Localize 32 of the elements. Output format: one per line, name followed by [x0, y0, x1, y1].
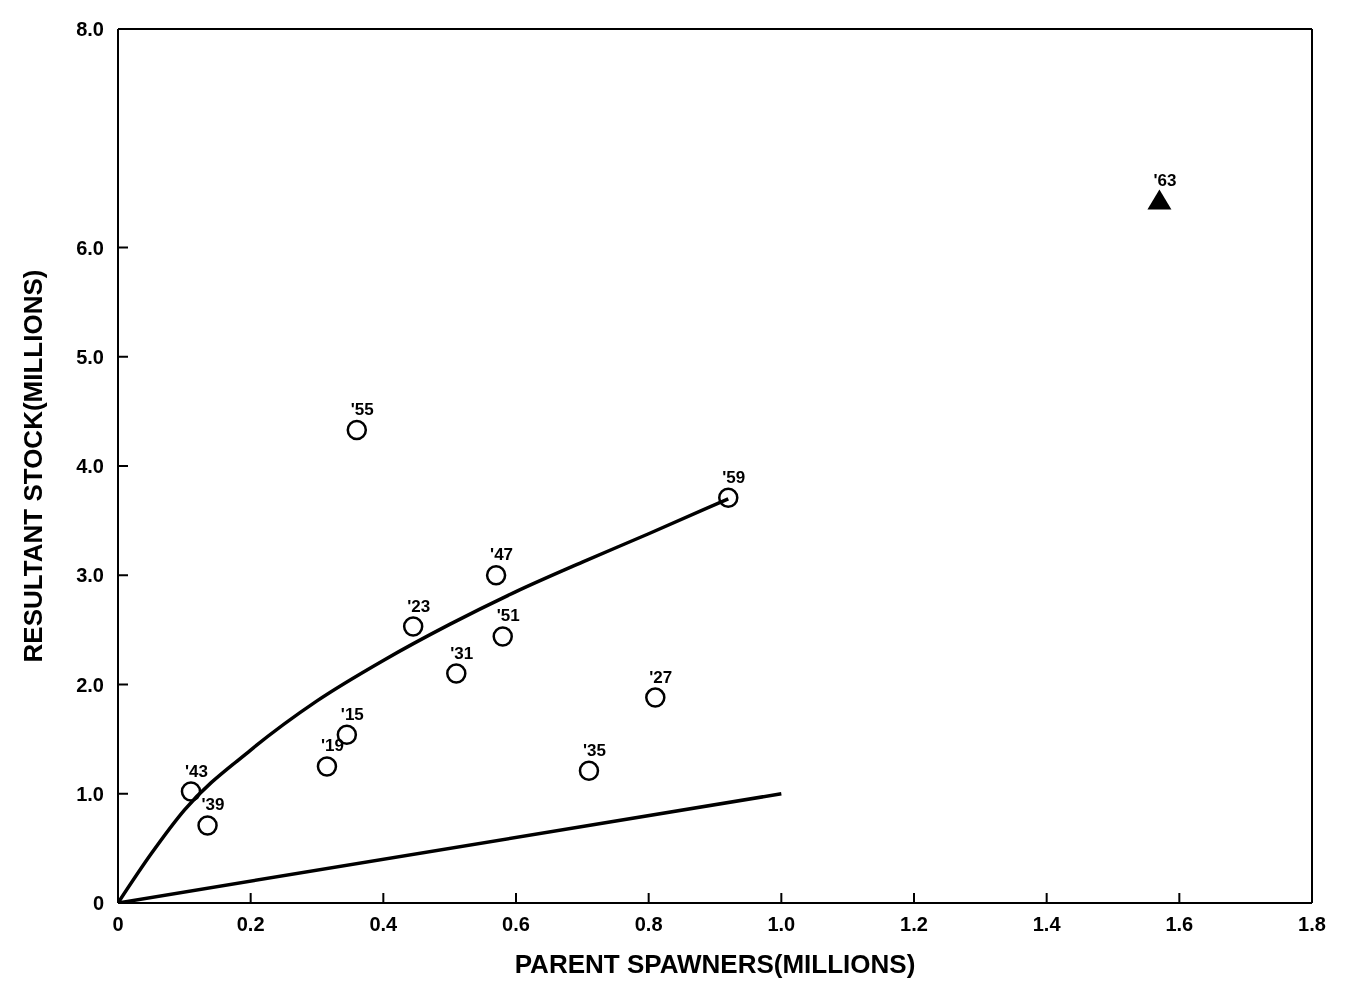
- annotation: '55: [350, 399, 374, 419]
- x-tick-label: 0.8: [634, 913, 663, 936]
- y-tick-label: 2.0: [76, 673, 104, 696]
- annotation: '59: [722, 467, 746, 487]
- y-tick-label: 5.0: [76, 345, 104, 368]
- x-tick-label: 0.6: [502, 913, 530, 936]
- x-tick-label: 1.0: [767, 913, 796, 936]
- y-axis-title: RESULTANT STOCK(MILLIONS): [18, 269, 49, 663]
- y-tick-label: 1.0: [76, 782, 104, 805]
- annotation: '35: [582, 740, 606, 760]
- x-tick-label: 0.2: [236, 913, 265, 936]
- y-tick-label: 3.0: [76, 564, 104, 587]
- x-tick-label: 0: [112, 913, 124, 936]
- annotation: '39: [201, 795, 225, 815]
- x-axis-title: PARENT SPAWNERS(MILLIONS): [514, 949, 916, 979]
- annotation: '51: [496, 606, 520, 626]
- annotation: '27: [649, 667, 673, 687]
- annotation: '15: [340, 704, 364, 724]
- annotation: '43: [184, 761, 208, 781]
- x-tick-label: 1.4: [1032, 913, 1062, 936]
- annotation: '23: [407, 596, 431, 616]
- x-tick-label: 1.6: [1165, 913, 1194, 936]
- y-tick-label: 0: [92, 892, 104, 915]
- y-tick-label: 6.0: [76, 236, 104, 259]
- x-tick-label: 0.4: [369, 913, 399, 936]
- x-tick-label: 1.8: [1298, 913, 1326, 936]
- annotation: '31: [450, 643, 474, 663]
- annotation: '47: [490, 545, 514, 565]
- y-tick-label: 4.0: [76, 455, 104, 478]
- y-tick-label: 8.0: [76, 18, 104, 41]
- x-tick-label: 1.2: [900, 913, 928, 936]
- annotation: '63: [1153, 170, 1177, 190]
